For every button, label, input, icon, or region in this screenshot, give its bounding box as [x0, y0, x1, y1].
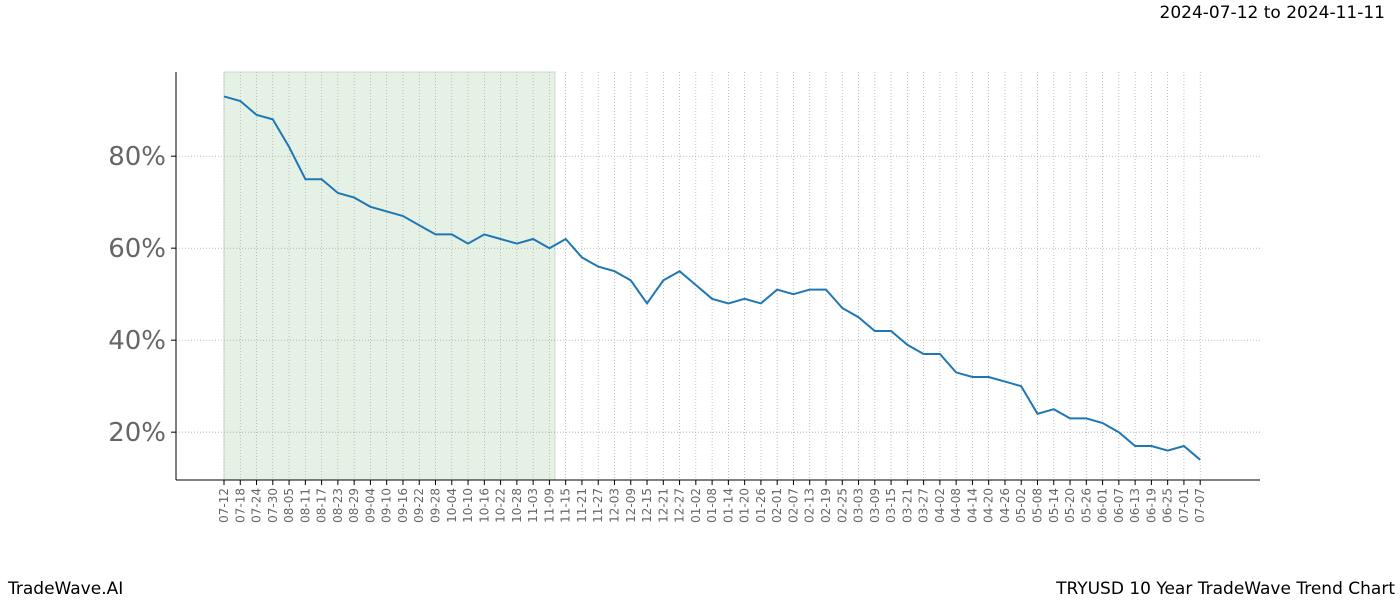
x-tick-label: 06-25 [1161, 488, 1175, 523]
x-tick-label: 10-04 [445, 488, 459, 523]
x-tick-label: 12-09 [624, 488, 638, 523]
plot [223, 95, 1201, 461]
x-tick-label: 03-21 [900, 488, 914, 523]
highlight-range [223, 71, 556, 481]
x-tick-label: 08-23 [331, 488, 345, 523]
x-tick-label: 09-10 [380, 488, 394, 523]
x-tick-label: 09-28 [429, 488, 443, 523]
x-tick-label: 11-21 [575, 488, 589, 523]
x-tick-label: 01-20 [738, 488, 752, 523]
brand: TradeWave.AI [7, 579, 123, 599]
y-tick-label: 40% [108, 326, 166, 356]
x-tick-label: 11-09 [542, 488, 556, 523]
x-tick-label: 01-02 [689, 488, 703, 523]
x-tick-label: 04-08 [949, 488, 963, 523]
x-tick-label: 02-01 [770, 488, 784, 523]
x-tick-label: 11-03 [526, 488, 540, 523]
y-tick-label: 80% [108, 142, 166, 172]
x-tick-label: 10-22 [494, 488, 508, 523]
x-tick-label: 04-02 [933, 488, 947, 523]
x-tick-label: 05-08 [1031, 488, 1045, 523]
x-tick-label: 05-02 [1014, 488, 1028, 523]
x-tick-label: 12-21 [656, 488, 670, 523]
x-tick-label: 01-14 [721, 488, 735, 523]
x-tick-label: 05-14 [1047, 488, 1061, 523]
x-tick-label: 09-04 [363, 488, 377, 523]
x-tick-label: 02-19 [819, 488, 833, 523]
trend-line [223, 95, 1201, 461]
x-tick-label: 03-15 [884, 488, 898, 523]
x-tick-label: 07-18 [233, 488, 247, 523]
x-tick-label: 06-01 [1096, 488, 1110, 523]
x-tick-label: 08-29 [347, 488, 361, 523]
x-tick-label: 06-13 [1128, 488, 1142, 523]
x-tick-label: 10-16 [477, 488, 491, 523]
x-tick-label: 02-13 [803, 488, 817, 523]
x-tick-label: 03-09 [868, 488, 882, 523]
x-tick-label: 11-27 [591, 488, 605, 523]
x-tick-label: 09-22 [412, 488, 426, 523]
x-tick-label: 05-26 [1079, 488, 1093, 523]
x-tick-label: 03-27 [917, 488, 931, 523]
x-tick-label: 01-08 [705, 488, 719, 523]
chart-title: TRYUSD 10 Year TradeWave Trend Chart [1055, 579, 1395, 599]
date-range: 2024-07-12 to 2024-11-11 [1160, 3, 1385, 23]
x-tick-label: 05-20 [1063, 488, 1077, 523]
x-tick-label: 04-26 [998, 488, 1012, 523]
y-tick-label: 60% [108, 234, 166, 264]
x-tick-label: 04-14 [965, 488, 979, 523]
x-tick-label: 12-15 [640, 488, 654, 523]
x-tick-label: 02-25 [835, 488, 849, 523]
x-tick-label: 08-05 [282, 488, 296, 523]
x-tick-label: 03-03 [852, 488, 866, 523]
x-tick-label: 01-26 [754, 488, 768, 523]
x-tick-label: 07-01 [1177, 488, 1191, 523]
x-tick-label: 07-12 [217, 488, 231, 523]
x-tick-label: 07-07 [1193, 488, 1207, 523]
x-tick-label: 12-27 [673, 488, 687, 523]
x-tick-label: 12-03 [607, 488, 621, 523]
x-tick-label: 11-15 [559, 488, 573, 523]
x-tick-label: 06-19 [1144, 488, 1158, 523]
x-tick-label: 02-07 [786, 488, 800, 523]
x-tick-label: 08-17 [315, 488, 329, 523]
x-tick-label: 10-10 [461, 488, 475, 523]
x-tick-label: 10-28 [510, 488, 524, 523]
x-tick-label: 09-16 [396, 488, 410, 523]
x-tick-label: 07-30 [266, 488, 280, 523]
x-tick-label: 06-07 [1112, 488, 1126, 523]
x-tick-label: 08-11 [298, 488, 312, 523]
x-tick-label: 07-24 [250, 488, 264, 523]
grid [171, 72, 1260, 485]
x-tick-label: 04-20 [982, 488, 996, 523]
y-tick-label: 20% [108, 418, 166, 448]
